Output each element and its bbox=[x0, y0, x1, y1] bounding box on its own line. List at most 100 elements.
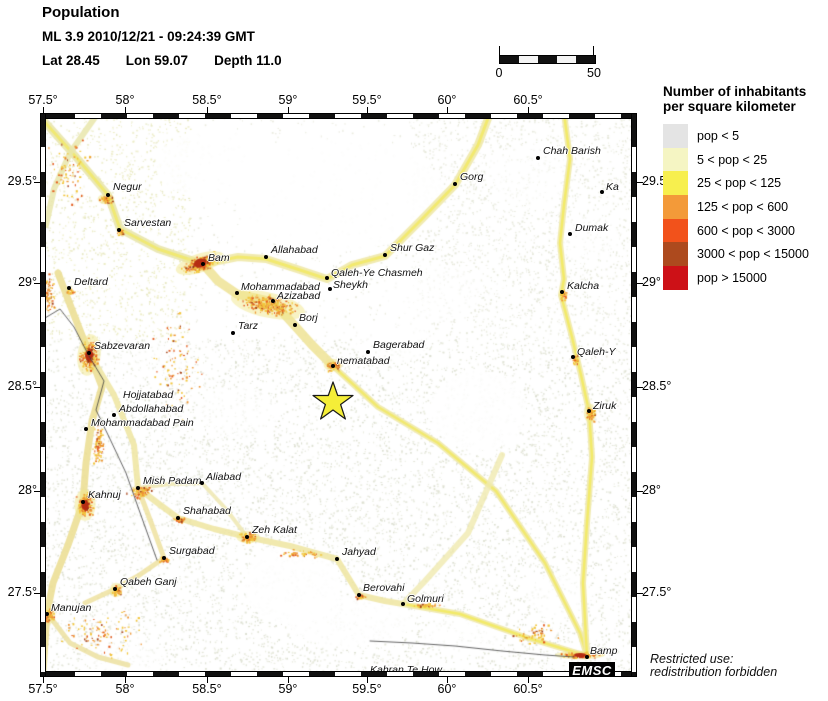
axis-label-right: 29° bbox=[642, 274, 661, 289]
city-label: Azizabad bbox=[277, 290, 321, 302]
city-dot bbox=[176, 516, 180, 520]
city-dot bbox=[560, 290, 564, 294]
axis-tick bbox=[637, 181, 643, 183]
population-legend: Number of inhabitants per square kilomet… bbox=[663, 84, 828, 290]
city-label: Berovahi bbox=[363, 582, 405, 594]
legend-label: 5 < pop < 25 bbox=[697, 152, 768, 167]
city-dot bbox=[67, 286, 71, 290]
legend-label: pop > 15000 bbox=[697, 270, 767, 285]
axis-label-right: 28° bbox=[642, 482, 661, 497]
city-dot bbox=[81, 500, 85, 504]
axis-label-bottom: 60° bbox=[437, 682, 457, 696]
axis-label-bottom: 59° bbox=[278, 682, 298, 696]
axis-tick bbox=[637, 593, 643, 595]
city-dot bbox=[366, 350, 370, 354]
axis-label-left: 27.5° bbox=[7, 585, 37, 600]
map-frame-left bbox=[40, 113, 46, 677]
city-label: Bamp bbox=[590, 645, 618, 657]
axis-label-bottom: 59.5° bbox=[352, 682, 382, 696]
city-dot bbox=[271, 299, 275, 303]
axis-tick bbox=[42, 107, 44, 113]
legend-label: 25 < pop < 125 bbox=[697, 176, 782, 191]
city-dot bbox=[293, 323, 297, 327]
axis-tick bbox=[637, 282, 643, 284]
city-label: Sarvestan bbox=[124, 217, 172, 229]
axis-label-bottom: 58° bbox=[115, 682, 135, 696]
axis-tick bbox=[34, 181, 40, 183]
city-label: Ziruk bbox=[593, 400, 617, 412]
city-label: Chah Barish bbox=[543, 145, 601, 157]
city-label: Bagerabad bbox=[373, 339, 425, 351]
city-dot bbox=[117, 228, 121, 232]
legend-item: pop < 5 bbox=[663, 124, 828, 148]
axis-tick bbox=[125, 107, 126, 113]
legend-swatch bbox=[663, 124, 688, 148]
axis-label-left: 28° bbox=[18, 482, 37, 497]
axis-label-left: 28.5° bbox=[7, 378, 37, 393]
legend-swatch bbox=[663, 266, 688, 290]
axis-label-left: 29° bbox=[18, 274, 37, 289]
city-dot bbox=[113, 587, 117, 591]
city-label: Deltard bbox=[74, 276, 108, 288]
axis-tick bbox=[446, 107, 448, 113]
city-dot bbox=[264, 255, 268, 259]
axis-tick bbox=[287, 677, 289, 683]
city-dot bbox=[84, 427, 88, 431]
city-label: Zeh Kalat bbox=[252, 524, 297, 536]
city-dot bbox=[357, 593, 361, 597]
scale-bar-tick bbox=[499, 46, 500, 55]
legend-label: 125 < pop < 600 bbox=[697, 199, 789, 214]
city-label: Manujan bbox=[51, 602, 92, 614]
city-label: Qaleh-Y bbox=[577, 346, 616, 358]
legend-swatch bbox=[663, 195, 688, 219]
city-dot bbox=[136, 486, 140, 490]
city-label: Negur bbox=[113, 181, 142, 193]
legend-items: pop < 5 5 < pop < 25 25 < pop < 125 125 < p… bbox=[663, 124, 828, 290]
axis-tick bbox=[42, 677, 44, 683]
axis-tick bbox=[34, 386, 40, 388]
city-label: Shur Gaz bbox=[390, 242, 435, 254]
map-frame-bottom bbox=[40, 671, 637, 677]
axis-tick bbox=[366, 677, 368, 683]
axis-label-bottom: 58.5° bbox=[192, 682, 222, 696]
legend-label: 3000 < pop < 15000 bbox=[697, 247, 809, 262]
city-dot bbox=[587, 409, 591, 413]
city-dot bbox=[325, 276, 329, 280]
city-dot bbox=[112, 413, 116, 417]
legend-swatch bbox=[663, 218, 688, 243]
emsc-logo: EMSC bbox=[569, 662, 615, 677]
event-latitude: Lat 28.45 bbox=[42, 53, 100, 68]
city-label: Shahabad bbox=[183, 505, 231, 517]
city-dot bbox=[585, 655, 589, 659]
page-title: Population bbox=[42, 4, 120, 21]
axis-label-top: 59.5° bbox=[352, 93, 382, 107]
event-longitude: Lon 59.07 bbox=[125, 53, 189, 68]
scale-bar-segments bbox=[499, 55, 596, 64]
city-label: Tarz bbox=[238, 320, 259, 332]
map-frame-top bbox=[40, 113, 637, 119]
city-dot bbox=[87, 351, 91, 355]
axis-tick bbox=[637, 386, 643, 388]
map-area: Negur Sarvestan Bam Allahabad Deltard Mohamma… bbox=[40, 113, 637, 677]
axis-tick bbox=[637, 490, 643, 492]
city-label: Mohammadabad bbox=[241, 281, 320, 293]
city-label: Gorg bbox=[460, 171, 484, 183]
city-dot bbox=[162, 556, 166, 560]
city-label: Borj bbox=[299, 312, 318, 324]
city-label: nematabad bbox=[337, 355, 390, 367]
axis-label-left: 29.5° bbox=[7, 173, 37, 188]
axis-label-top: 60° bbox=[437, 93, 457, 107]
city-label: Dumak bbox=[575, 222, 609, 234]
city-label: Hojjatabad bbox=[123, 389, 174, 401]
city-dot bbox=[231, 331, 235, 335]
legend-swatch bbox=[663, 242, 688, 267]
city-label: Kalcha bbox=[567, 280, 600, 292]
axis-label-bottom: 60.5° bbox=[513, 682, 543, 696]
axis-label-right: 27.5° bbox=[642, 585, 672, 600]
city-label: Qaleh-Ye Chasmeh bbox=[331, 267, 423, 279]
city-label: Allahabad bbox=[271, 244, 318, 256]
axis-tick bbox=[206, 107, 208, 113]
axis-tick bbox=[527, 677, 529, 683]
city-label: Ka bbox=[606, 181, 619, 193]
event-coordinates-line: Lat 28.45 Lon 59.07 Depth 11.0 bbox=[42, 53, 308, 68]
